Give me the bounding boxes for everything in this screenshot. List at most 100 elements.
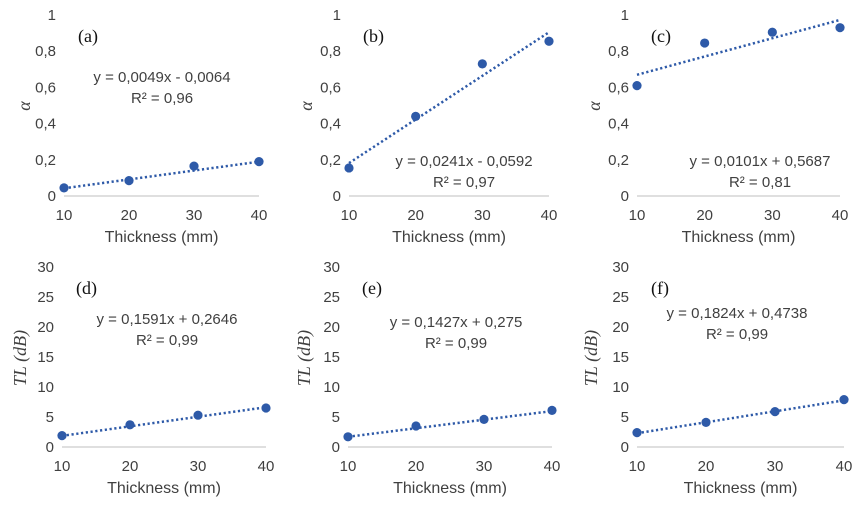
x-tick-label: 30 [474, 207, 491, 224]
data-point [189, 161, 199, 171]
chart-panel-a: 0 0,2 0,4 0,6 0,8 1 10 20 30 40 Thickness (mm) α (a)… [14, 7, 267, 246]
panel-label: (f) [651, 278, 669, 299]
data-point [701, 417, 711, 427]
data-point [254, 157, 264, 167]
chart-panel-b: 0 0,2 0,4 0,6 0,8 1 10 20 30 40 Thickness (mm) α (b)… [296, 7, 557, 246]
data-point [343, 432, 353, 442]
data-point [411, 111, 421, 121]
chart-panel-f: 0 5 10 15 20 25 30 10 20 30 40 Thickness (mm) TL (dB… [581, 259, 852, 497]
y-tick-label: 5 [46, 409, 54, 426]
y-tick-label: 10 [612, 379, 629, 396]
trendline-r-squared: R² = 0,99 [136, 332, 198, 349]
y-tick-label: 0,6 [35, 79, 56, 96]
panel-label: (d) [76, 278, 97, 299]
y-tick-label: 15 [323, 349, 340, 366]
trendline-equation: y = 0,0101x + 0,5687 [690, 153, 831, 170]
data-point [124, 176, 134, 186]
y-tick-label: 1 [333, 7, 341, 24]
x-tick-label: 40 [541, 207, 558, 224]
x-tick-label: 40 [836, 458, 853, 475]
data-point [477, 59, 487, 69]
x-tick-label: 10 [54, 458, 71, 475]
y-tick-label: 0 [621, 188, 629, 205]
data-point [57, 431, 67, 441]
y-tick-label: 0 [46, 439, 54, 456]
x-axis-label: Thickness (mm) [393, 480, 507, 497]
x-tick-label: 40 [258, 458, 275, 475]
y-tick-label: 0,8 [35, 43, 56, 60]
y-tick-label: 0,4 [320, 116, 341, 133]
chart-panel-e: 0 5 10 15 20 25 30 10 20 30 40 Thickness (mm) TL (dB… [294, 259, 560, 497]
x-tick-label: 20 [696, 207, 713, 224]
y-tick-label: 15 [37, 349, 54, 366]
data-point [411, 421, 421, 431]
trendline [636, 399, 845, 435]
data-point [835, 23, 845, 33]
trendline [348, 31, 550, 165]
y-tick-label: 30 [612, 259, 629, 276]
data-point [632, 428, 642, 438]
y-tick-label: 0,2 [35, 152, 56, 169]
x-tick-label: 10 [340, 458, 357, 475]
y-tick-label: 0,2 [608, 152, 629, 169]
y-axis-label: TL (dB) [10, 330, 31, 386]
y-tick-label: 30 [37, 259, 54, 276]
x-tick-label: 20 [408, 458, 425, 475]
x-tick-label: 20 [698, 458, 715, 475]
y-tick-label: 0,2 [320, 152, 341, 169]
data-point [632, 80, 642, 91]
trendline-r-squared: R² = 0,96 [131, 90, 193, 107]
panel-label: (e) [362, 278, 382, 299]
y-tick-label: 0,4 [608, 116, 629, 133]
y-tick-label: 0,4 [35, 116, 56, 133]
y-tick-label: 1 [48, 7, 56, 24]
x-tick-label: 30 [764, 207, 781, 224]
data-point [261, 403, 271, 413]
panel-label: (b) [363, 26, 384, 47]
y-tick-label: 0,6 [320, 79, 341, 96]
x-tick-label: 30 [190, 458, 207, 475]
trendline-equation: y = 0,0241x - 0,0592 [395, 153, 532, 170]
trendline-equation: y = 0,0049x - 0,0064 [93, 69, 230, 86]
data-point [767, 27, 777, 37]
data-point [544, 36, 554, 46]
x-tick-label: 40 [251, 207, 268, 224]
y-tick-label: 20 [37, 319, 54, 336]
data-point [344, 163, 354, 173]
trendline-equation: y = 0,1591x + 0,2646 [97, 311, 238, 328]
trendline [347, 409, 553, 439]
x-tick-label: 40 [544, 458, 561, 475]
x-tick-label: 10 [629, 207, 646, 224]
trendline-r-squared: R² = 0,99 [425, 335, 487, 352]
y-tick-label: 5 [621, 409, 629, 426]
trendline-r-squared: R² = 0,81 [729, 174, 791, 191]
x-tick-label: 10 [341, 207, 358, 224]
y-tick-label: 20 [612, 319, 629, 336]
x-axis-label: Thickness (mm) [684, 480, 798, 497]
y-tick-label: 30 [323, 259, 340, 276]
y-tick-label: 0,6 [608, 79, 629, 96]
x-tick-label: 20 [121, 207, 138, 224]
x-axis-label: Thickness (mm) [392, 229, 506, 246]
y-tick-label: 10 [323, 379, 340, 396]
x-tick-label: 20 [122, 458, 139, 475]
y-tick-label: 1 [621, 7, 629, 24]
data-point [59, 183, 69, 193]
panel-label: (c) [651, 26, 671, 47]
trendline-r-squared: R² = 0,99 [706, 326, 768, 343]
trendline [63, 160, 260, 190]
y-tick-label: 5 [332, 409, 340, 426]
x-axis-label: Thickness (mm) [107, 480, 221, 497]
y-tick-label: 0 [621, 439, 629, 456]
y-tick-label: 0,8 [320, 43, 341, 60]
trendline-equation: y = 0,1427x + 0,275 [390, 314, 523, 331]
y-axis-label: α [584, 101, 604, 111]
data-point [479, 414, 489, 424]
x-tick-label: 30 [767, 458, 784, 475]
data-point [770, 407, 780, 417]
data-point [700, 38, 710, 48]
data-point [839, 395, 849, 405]
y-tick-label: 25 [37, 289, 54, 306]
x-tick-label: 10 [629, 458, 646, 475]
y-tick-label: 25 [612, 289, 629, 306]
